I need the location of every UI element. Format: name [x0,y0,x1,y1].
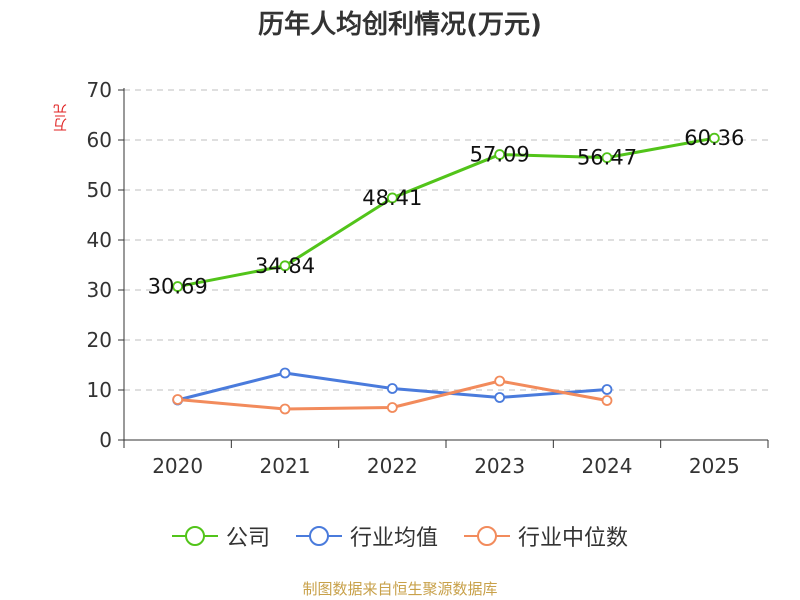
data-point-0 [708,132,720,144]
data-label: 56.47 [577,146,637,170]
data-point-0 [386,192,398,204]
data-source-note: 制图数据来自恒生聚源数据库 [302,580,498,598]
data-label: 30.69 [148,275,208,299]
legend-label-company: 公司 [225,526,270,551]
legend-marker-industry-median [464,526,510,546]
data-point-1 [279,367,291,379]
data-point-0 [601,152,613,164]
data-point-2 [601,395,613,406]
y-tick-label: 0 [99,428,112,452]
data-point-2 [172,394,184,405]
data-label: 34.84 [255,254,315,278]
legend-label-industry-mean: 行业均值 [349,526,438,551]
x-tick-label: 2022 [367,454,418,478]
series-line-0 [177,136,715,289]
data-point-1 [386,383,398,394]
data-point-2 [386,402,398,413]
data-label: 60.36 [684,126,744,150]
legend-item-company[interactable]: 公司 [171,520,270,552]
y-tick-label: 60 [87,128,112,152]
data-point-1 [601,384,613,395]
y-tick-label: 20 [87,328,112,352]
x-tick-label: 2020 [152,454,203,478]
legend-item-industry-median[interactable]: 行业中位数 [464,520,628,552]
y-tick-label: 10 [87,378,112,402]
legend-label-industry-median: 行业中位数 [518,526,629,551]
data-point-1 [494,392,506,403]
y-tick-label: 50 [87,178,112,202]
legend-marker-industry-mean [295,526,342,546]
y-tick-label: 30 [87,278,112,302]
data-point-0 [172,281,184,292]
data-point-2 [279,403,291,415]
x-tick-label: 2023 [474,454,525,478]
y-tick-label: 40 [87,228,112,252]
x-tick-label: 2024 [582,454,633,478]
data-label: 48.41 [362,186,422,210]
data-point-2 [494,375,506,387]
x-tick-label: 2021 [260,454,311,478]
y-tick-label: 70 [87,78,112,102]
chart-title: 历年人均创利情况(万元) [258,10,542,40]
legend: 公司 行业均值 行业中位数 [0,520,800,552]
legend-item-industry-mean[interactable]: 行业均值 [295,520,438,552]
data-point-0 [279,260,291,272]
x-tick-label: 2025 [689,454,740,478]
data-label: 57.09 [470,143,530,167]
data-point-0 [494,149,506,160]
legend-marker-company [171,526,218,546]
